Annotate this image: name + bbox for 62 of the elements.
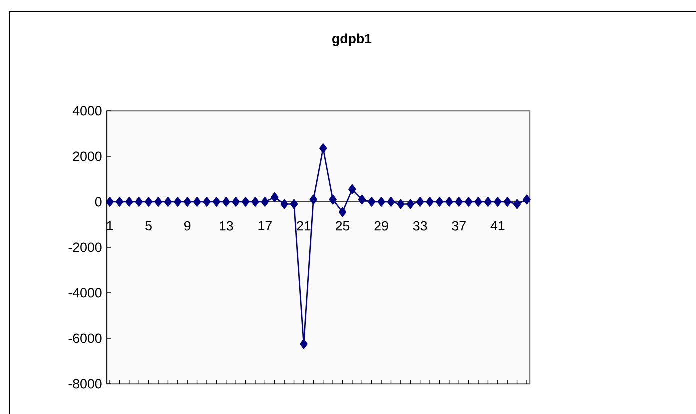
point [106, 197, 114, 207]
y-tick-label: 2000 [73, 152, 102, 162]
point [358, 194, 366, 205]
x-tick-label: 21 [297, 221, 311, 231]
point [319, 144, 328, 154]
x-tick-label: 29 [374, 221, 388, 231]
point [368, 197, 376, 207]
x-tick-label: 37 [452, 221, 466, 231]
x-tick-label: 13 [220, 221, 234, 231]
x-tick-label: 25 [336, 221, 350, 231]
point [436, 197, 444, 207]
point [193, 197, 202, 207]
point [242, 197, 250, 207]
point [348, 184, 356, 194]
point [232, 197, 240, 207]
point [378, 197, 386, 207]
point [397, 199, 405, 210]
point [484, 197, 492, 207]
point [329, 194, 337, 205]
point [494, 197, 502, 207]
point [116, 197, 124, 207]
point [513, 199, 522, 210]
point [426, 197, 434, 207]
point [154, 197, 162, 207]
y-tick-label: 4000 [72, 106, 102, 116]
point [184, 197, 192, 207]
y-tick-label: 0 [95, 197, 102, 207]
point [464, 197, 473, 207]
chart-title: gdpb1 [332, 34, 372, 46]
point [416, 197, 424, 207]
y-tick-label: -8000 [68, 379, 102, 389]
x-tick-label: 41 [490, 221, 505, 231]
point [387, 197, 396, 207]
y-tick-label: -4000 [68, 288, 102, 298]
point [455, 197, 463, 207]
point [252, 197, 260, 207]
point [446, 197, 454, 207]
point [212, 197, 221, 207]
y-tick-label: -2000 [68, 242, 102, 252]
point [523, 194, 531, 205]
x-tick-label: 33 [413, 221, 428, 231]
point [406, 199, 414, 210]
point [222, 197, 230, 207]
point [504, 197, 512, 207]
x-tick-label: 9 [184, 221, 191, 231]
point [271, 192, 279, 202]
point [174, 197, 182, 207]
point [300, 339, 308, 350]
point [474, 197, 482, 207]
point [203, 197, 211, 207]
point [144, 197, 153, 207]
point [164, 197, 172, 207]
point [280, 199, 288, 210]
point [135, 197, 143, 207]
y-tick-label: -6000 [68, 334, 102, 344]
point [310, 194, 318, 205]
point [290, 199, 298, 210]
x-tick-label: 5 [146, 221, 152, 231]
point [338, 207, 347, 218]
point [126, 197, 134, 207]
point [261, 197, 270, 207]
x-tick-label: 17 [258, 221, 272, 231]
